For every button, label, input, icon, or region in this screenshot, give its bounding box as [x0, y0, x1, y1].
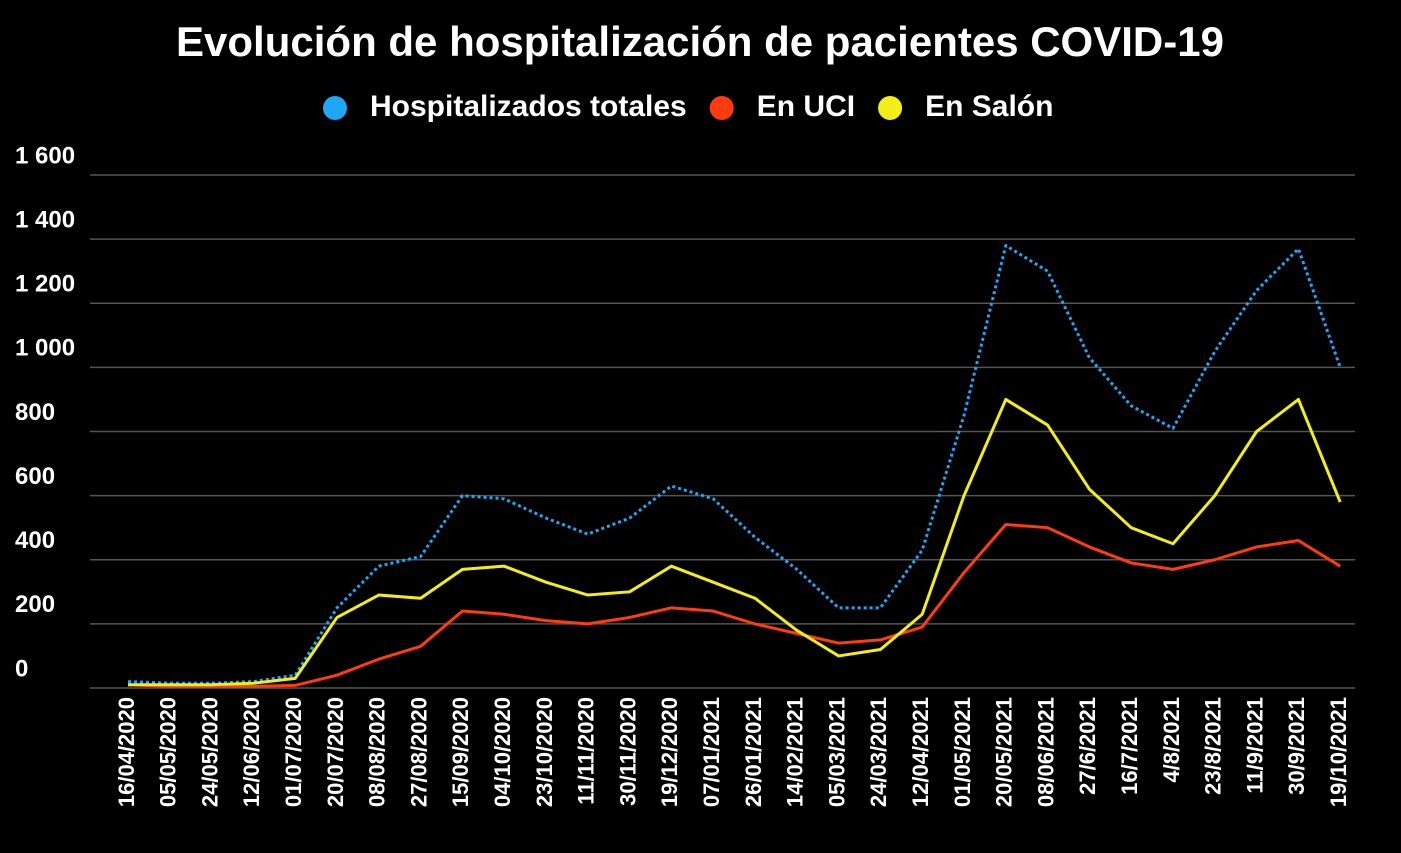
x-tick-label: 4/8/2021 — [1159, 697, 1184, 783]
x-tick-label: 11/11/2020 — [574, 697, 599, 805]
x-tick-label: 19/12/2020 — [657, 697, 682, 807]
x-tick-label: 30/11/2020 — [615, 697, 640, 806]
series-line — [127, 522, 1341, 688]
y-tick-label: 800 — [15, 399, 55, 426]
y-tick-label: 1 200 — [15, 271, 75, 298]
y-tick-label: 1 400 — [15, 206, 75, 233]
y-tick-label: 400 — [15, 527, 55, 554]
x-tick-label: 12/04/2021 — [908, 697, 933, 807]
x-tick-label: 08/08/2020 — [365, 697, 390, 807]
legend-label: En Salón — [925, 90, 1053, 123]
y-tick-label: 600 — [15, 463, 55, 490]
x-tick-label: 14/02/2021 — [783, 697, 808, 807]
x-tick-label: 23/8/2021 — [1201, 697, 1226, 795]
x-tick-label: 01/05/2021 — [950, 697, 975, 807]
legend-marker — [323, 96, 347, 120]
x-tick-label: 15/09/2020 — [448, 697, 473, 807]
x-tick-label: 24/03/2021 — [866, 697, 891, 807]
y-tick-label: 1 600 — [15, 142, 75, 169]
x-tick-label: 05/05/2020 — [156, 697, 181, 807]
y-tick-label: 1 000 — [15, 335, 75, 362]
x-tick-label: 16/04/2020 — [114, 697, 139, 807]
series-line — [128, 397, 1342, 687]
x-tick-label: 30/9/2021 — [1284, 697, 1309, 795]
x-tick-label: 04/10/2020 — [490, 697, 515, 807]
x-tick-label: 08/06/2021 — [1033, 697, 1058, 807]
x-tick-label: 24/05/2020 — [197, 697, 222, 807]
x-tick-label: 07/01/2021 — [699, 697, 724, 807]
x-tick-label: 23/10/2020 — [532, 697, 557, 807]
legend-label: En UCI — [757, 90, 855, 123]
x-tick-label: 27/6/2021 — [1075, 697, 1100, 795]
legend-marker — [709, 96, 734, 120]
x-tick-label: 20/05/2021 — [992, 697, 1017, 807]
x-tick-label: 20/07/2020 — [323, 697, 348, 807]
x-tick-label: 16/7/2021 — [1117, 697, 1142, 795]
x-tick-label: 01/07/2020 — [281, 697, 306, 807]
x-tick-label: 12/06/2020 — [239, 697, 264, 807]
x-tick-label: 26/01/2021 — [741, 697, 766, 807]
x-tick-label: 11/9/2021 — [1242, 697, 1267, 794]
y-tick-label: 0 — [15, 655, 28, 682]
legend-marker — [878, 96, 903, 120]
x-tick-label: 27/08/2020 — [406, 697, 431, 807]
x-tick-label: 05/03/2021 — [824, 697, 849, 807]
y-tick-label: 200 — [15, 591, 55, 618]
chart-title: Evolución de hospitalización de paciente… — [176, 18, 1224, 65]
x-tick-label: 19/10/2021 — [1326, 697, 1351, 807]
legend-label: Hospitalizados totales — [370, 90, 687, 123]
series-line — [127, 244, 1342, 685]
